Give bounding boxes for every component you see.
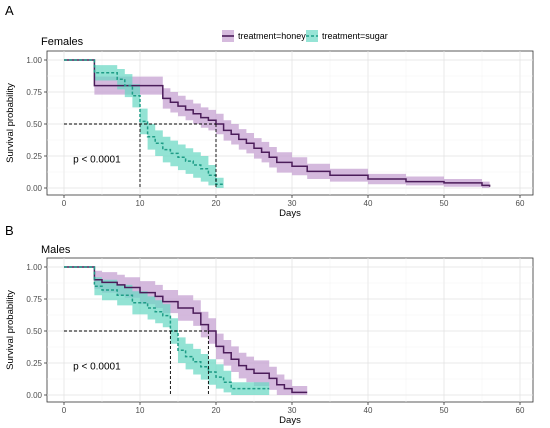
- legend-label-1: treatment=honey: [238, 31, 306, 41]
- y-axis-title: Survival probability: [5, 290, 16, 370]
- legend: treatment=honey treatment=sugar: [222, 30, 388, 42]
- survival-curve-1: [64, 266, 308, 394]
- x-tick-label: 0: [62, 199, 67, 208]
- x-tick-label: 40: [364, 199, 373, 208]
- p-value-label: p < 0.0001: [73, 361, 121, 372]
- panel-letter: A: [5, 3, 14, 18]
- x-tick-label: 60: [516, 199, 525, 208]
- legend-label-2: treatment=sugar: [322, 31, 388, 41]
- y-tick-label: 0.75: [26, 295, 42, 304]
- x-tick-label: 20: [212, 199, 221, 208]
- survival-curve-1: [64, 59, 491, 187]
- x-tick-label: 20: [212, 406, 221, 415]
- x-tick-label: 10: [136, 406, 145, 415]
- x-tick-label: 50: [440, 406, 449, 415]
- panel-males: B Males p < 0.0001 0 10 20 30 40 50 60 0.00 0.25 0.5…: [5, 223, 534, 426]
- y-tick-label: 1.00: [26, 56, 42, 65]
- confidence-band-2: [64, 60, 224, 188]
- y-tick-label: 0.00: [26, 184, 42, 193]
- x-tick-label: 10: [136, 199, 145, 208]
- confidence-band-1: [64, 60, 490, 188]
- panel-title: Females: [41, 36, 84, 48]
- x-axis-title: Days: [279, 208, 301, 219]
- y-tick-label: 0.50: [26, 120, 42, 129]
- y-axis-title: Survival probability: [5, 83, 16, 163]
- x-tick-label: 30: [288, 406, 297, 415]
- panel-females: A Females p < 0.0001 0 10 20 30 40 50 60 0.00 0.25 0…: [5, 3, 534, 219]
- survival-curve-2: [64, 266, 270, 390]
- y-tick-label: 1.00: [26, 263, 42, 272]
- panel-letter: B: [5, 223, 14, 238]
- x-tick-label: 50: [440, 199, 449, 208]
- y-tick-label: 0.50: [26, 327, 42, 336]
- confidence-band-2: [64, 267, 270, 395]
- survival-curve-2: [64, 59, 224, 185]
- y-tick-label: 0.00: [26, 391, 42, 400]
- x-tick-label: 30: [288, 199, 297, 208]
- p-value-label: p < 0.0001: [73, 154, 121, 165]
- panel-title: Males: [41, 244, 71, 256]
- x-tick-label: 0: [62, 406, 67, 415]
- x-axis-title: Days: [279, 415, 301, 426]
- y-tick-label: 0.75: [26, 88, 42, 97]
- y-tick-label: 0.25: [26, 359, 42, 368]
- y-tick-label: 0.25: [26, 152, 42, 161]
- confidence-band-1: [64, 267, 308, 395]
- x-tick-label: 60: [516, 406, 525, 415]
- x-tick-label: 40: [364, 406, 373, 415]
